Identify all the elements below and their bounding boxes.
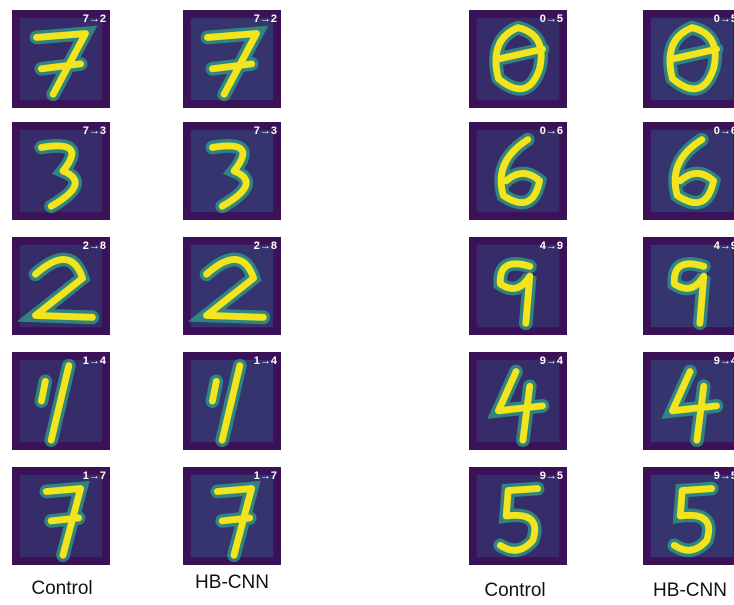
transition-label: 9→5 xyxy=(714,470,734,482)
image: 2→8 xyxy=(183,237,281,335)
transition-label: 9→5 xyxy=(540,470,563,482)
transition-label: 1→4 xyxy=(254,355,277,367)
transition-label: 2→8 xyxy=(83,240,106,252)
image: 7→3 xyxy=(12,122,110,220)
image: 1→4 xyxy=(183,352,281,450)
transition-label: 7→3 xyxy=(254,125,277,137)
transition-label: 4→9 xyxy=(540,240,563,252)
transition-label: 1→7 xyxy=(254,470,277,482)
image: 2→8 xyxy=(12,237,110,335)
image: 4→9 xyxy=(469,237,567,335)
image: 1→7 xyxy=(12,467,110,565)
transition-label: 0→5 xyxy=(714,13,734,25)
transition-label: 7→3 xyxy=(83,125,106,137)
transition-label: 1→4 xyxy=(83,355,106,367)
image: 7→3 xyxy=(183,122,281,220)
transition-label: 7→2 xyxy=(83,13,106,25)
transition-label: 1→7 xyxy=(83,470,106,482)
transition-label: 7→2 xyxy=(254,13,277,25)
image: 0→6 xyxy=(469,122,567,220)
figure: (() => { const data = JSON.parse(documen… xyxy=(0,0,734,605)
image: 7→2 xyxy=(183,10,281,108)
transition-label: 0→5 xyxy=(540,13,563,25)
transition-label: 9→4 xyxy=(714,355,734,367)
image: 0→5 xyxy=(643,10,734,108)
column-caption: Control xyxy=(31,578,92,600)
column-caption: Control xyxy=(484,580,545,602)
transition-label: 0→6 xyxy=(540,125,563,137)
transition-label: 0→6 xyxy=(714,125,734,137)
transition-label: 4→9 xyxy=(714,240,734,252)
image: 1→4 xyxy=(12,352,110,450)
image: 4→9 xyxy=(643,237,734,335)
column-caption: HB-CNN xyxy=(653,580,727,602)
image: 1→7 xyxy=(183,467,281,565)
image: 0→5 xyxy=(469,10,567,108)
image: 9→5 xyxy=(643,467,734,565)
image: 9→4 xyxy=(643,352,734,450)
transition-label: 2→8 xyxy=(254,240,277,252)
image: 7→2 xyxy=(12,10,110,108)
column-caption: HB-CNN xyxy=(195,572,269,594)
image: 9→5 xyxy=(469,467,567,565)
image: 0→6 xyxy=(643,122,734,220)
transition-label: 9→4 xyxy=(540,355,563,367)
image: 9→4 xyxy=(469,352,567,450)
